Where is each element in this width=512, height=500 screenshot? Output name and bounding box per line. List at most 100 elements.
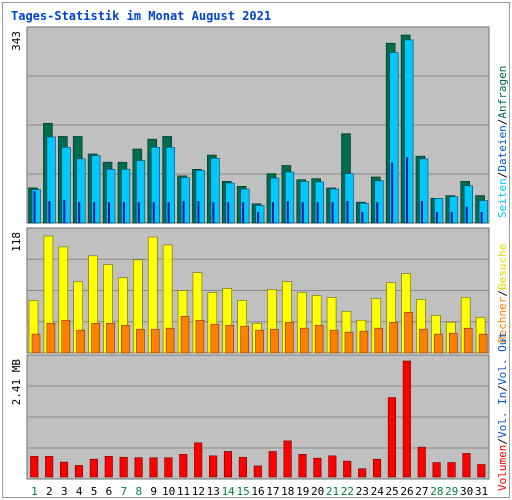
day-label: 3: [61, 485, 68, 497]
day-label: 24: [371, 485, 385, 497]
bar-volumen: [104, 456, 113, 478]
day-label: 19: [296, 485, 309, 497]
bar-volumen: [119, 456, 128, 478]
bar-dateien: [240, 188, 250, 224]
bar-seiten: [182, 201, 185, 223]
bar-dateien: [404, 39, 414, 224]
bar-seiten: [331, 202, 334, 223]
day-label: 12: [192, 485, 205, 497]
bar-rechner: [463, 327, 473, 354]
bar-volumen: [209, 455, 218, 478]
day-label: 23: [356, 485, 369, 497]
bar-rechner: [344, 331, 354, 354]
bar-rechner: [61, 319, 71, 354]
bar-dateien: [150, 147, 161, 224]
y-axis-max-label: 118: [10, 232, 23, 252]
bar-dateien: [448, 196, 459, 224]
bar-volumen: [387, 397, 396, 478]
bar-seiten: [391, 162, 394, 223]
legend-besuche: Besuche: [496, 244, 509, 290]
bar-dateien: [285, 171, 295, 224]
bar-volumen: [164, 457, 173, 478]
bar-seiten: [197, 201, 200, 223]
bar-rechner: [106, 322, 115, 354]
day-label: 29: [445, 485, 458, 497]
bar-volumen: [417, 446, 426, 478]
bar-dateien: [314, 181, 324, 224]
bar-dateien: [195, 170, 205, 224]
bar-volumen: [447, 462, 456, 478]
day-label: 26: [400, 485, 413, 497]
day-label: 14: [222, 485, 236, 497]
bar-dateien: [106, 168, 116, 224]
bar-seiten: [137, 202, 140, 223]
bar-rechner: [210, 323, 220, 354]
day-label: 11: [177, 485, 190, 497]
legend-volumen: Volumen: [496, 445, 509, 491]
legend-rechner: Rechner: [496, 296, 509, 343]
bar-volumen: [194, 442, 203, 478]
bar-volumen: [298, 454, 307, 478]
bar-dateien: [434, 198, 444, 224]
bar-rechner: [46, 322, 56, 354]
day-label: 30: [460, 485, 473, 497]
bar-dateien: [121, 168, 131, 224]
legend-seiten: Seiten: [496, 178, 509, 218]
legend-separator: /: [496, 438, 509, 445]
bar-seiten: [450, 212, 453, 223]
bar-dateien: [31, 189, 41, 224]
bar-seiten: [376, 202, 379, 223]
day-label: 27: [415, 485, 428, 497]
bar-volumen: [313, 457, 322, 478]
bar-rechner: [299, 327, 309, 354]
bar-seiten: [33, 191, 36, 223]
bar-volumen: [149, 457, 158, 478]
bar-seiten: [152, 202, 155, 223]
legend-panel-3: Volumen/Vol. In/Vol. Out: [496, 332, 509, 491]
page-title: Tages-Statistik im Monat August 2021: [11, 9, 272, 23]
bar-rechner: [240, 325, 249, 354]
bar-rechner: [195, 319, 205, 354]
bar-dateien: [255, 205, 265, 224]
day-label: 15: [236, 485, 249, 497]
bar-volumen: [268, 451, 277, 478]
day-label: 21: [326, 485, 339, 497]
day-label: 9: [150, 485, 157, 497]
bar-rechner: [270, 328, 279, 354]
bar-seiten: [420, 201, 423, 223]
bar-dateien: [91, 155, 101, 224]
bar-dateien: [419, 158, 429, 224]
legend-dateien: Dateien: [496, 125, 509, 171]
bar-seiten: [78, 202, 81, 223]
bar-volumen: [253, 465, 262, 478]
day-label: 17: [266, 485, 279, 497]
bar-seiten: [212, 202, 215, 223]
bar-rechner: [165, 327, 175, 354]
day-label: 5: [91, 485, 98, 497]
bar-seiten: [301, 202, 304, 223]
bar-seiten: [108, 202, 111, 223]
bar-volumen: [134, 457, 143, 478]
bar-seiten: [122, 202, 125, 223]
bar-rechner: [314, 324, 324, 354]
bar-dateien: [165, 147, 175, 224]
bar-rechner: [136, 328, 145, 354]
bar-seiten: [465, 206, 468, 223]
day-label: 28: [430, 485, 443, 497]
bar-rechner: [448, 332, 458, 354]
legend-anfragen: Anfragen: [496, 66, 509, 119]
bar-rechner: [225, 324, 235, 354]
day-label: 13: [207, 485, 220, 497]
day-label: 22: [341, 485, 354, 497]
day-label: 8: [135, 485, 142, 497]
bar-volumen: [74, 465, 84, 478]
bar-dateien: [299, 181, 310, 224]
bar-seiten: [406, 157, 409, 223]
bar-rechner: [255, 329, 264, 354]
legend-separator: /: [496, 385, 509, 392]
y-axis-max-label: 343: [10, 31, 23, 51]
bar-dateien: [329, 188, 339, 224]
bar-volumen: [358, 468, 367, 478]
bar-dateien: [225, 182, 235, 224]
